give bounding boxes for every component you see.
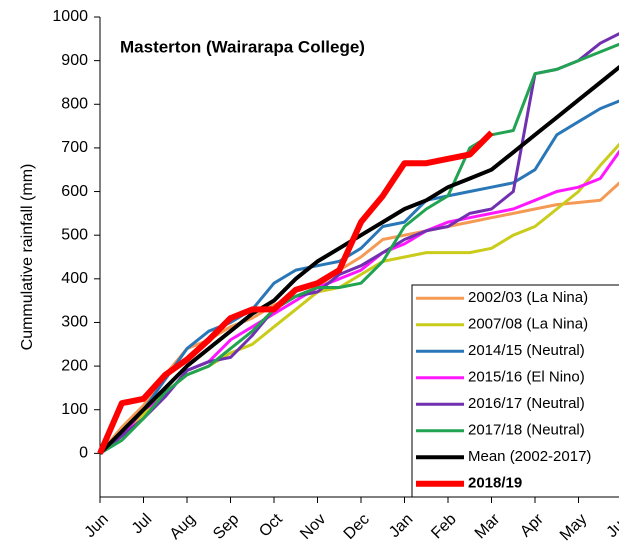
y-tick-label: 600 bbox=[61, 183, 88, 200]
legend-label: Mean (2002-2017) bbox=[468, 448, 591, 465]
y-tick-label: 200 bbox=[61, 357, 88, 374]
x-tick-label: Dec bbox=[341, 511, 373, 543]
y-tick-label: 800 bbox=[61, 95, 88, 112]
y-tick-label: 400 bbox=[61, 270, 88, 287]
legend-label: 2014/15 (Neutral) bbox=[468, 342, 585, 359]
series-line bbox=[97, 130, 494, 455]
x-tick-label: Jan bbox=[386, 511, 416, 541]
legend-label: 2018/19 bbox=[468, 475, 522, 492]
y-tick-label: 500 bbox=[61, 226, 88, 243]
legend-label: 2017/18 (Neutral) bbox=[468, 422, 585, 439]
x-tick-label: Sep bbox=[210, 511, 242, 543]
legend-label: 2016/17 (Neutral) bbox=[468, 395, 585, 412]
y-tick-label: 900 bbox=[61, 52, 88, 69]
x-tick-label: Oct bbox=[256, 510, 286, 540]
legend-label: 2015/16 (El Nino) bbox=[468, 369, 585, 386]
legend-label: 2007/08 (La Nina) bbox=[468, 316, 588, 333]
x-tick-label: Jun bbox=[82, 511, 112, 541]
x-tick-label: Jul bbox=[129, 511, 155, 537]
y-tick-label: 300 bbox=[61, 314, 88, 331]
x-tick-label: Mar bbox=[472, 510, 504, 542]
x-tick-label: Apr bbox=[517, 510, 547, 540]
series-line bbox=[99, 42, 619, 455]
x-tick-label: Aug bbox=[167, 511, 199, 543]
y-tick-label: 700 bbox=[61, 139, 88, 156]
y-tick-label: 1000 bbox=[52, 8, 88, 25]
y-tick-label: 0 bbox=[79, 445, 88, 462]
legend-label: 2002/03 (La Nina) bbox=[468, 289, 588, 306]
series-line bbox=[98, 64, 619, 455]
x-tick-label: Nov bbox=[297, 511, 329, 543]
x-tick-label: Feb bbox=[428, 511, 460, 543]
legend-box bbox=[411, 284, 619, 498]
x-tick-label: May bbox=[557, 511, 590, 544]
y-tick-label: 100 bbox=[61, 401, 88, 418]
chart-title: Masterton (Wairarapa College) bbox=[120, 37, 365, 56]
series-line bbox=[98, 99, 619, 455]
x-tick-label: Jun bbox=[604, 511, 619, 541]
y-axis-label: Cummulative rainfall (mm) bbox=[19, 164, 36, 351]
